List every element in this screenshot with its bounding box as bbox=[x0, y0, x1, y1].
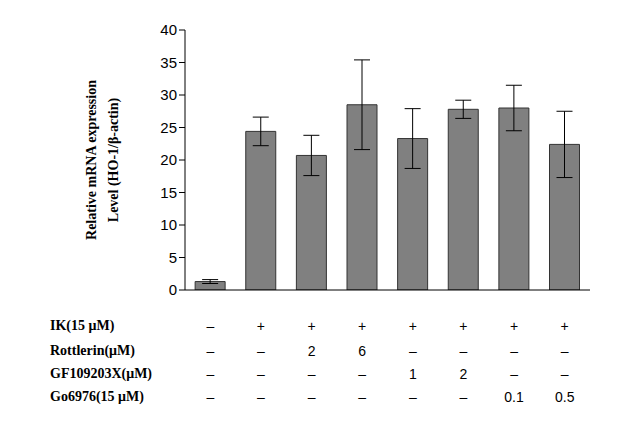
svg-text:20: 20 bbox=[160, 151, 177, 168]
svg-text:IK(15 μM): IK(15 μM) bbox=[50, 318, 115, 334]
svg-text:–: – bbox=[358, 366, 366, 382]
svg-text:+: + bbox=[307, 318, 315, 334]
svg-text:–: – bbox=[460, 343, 468, 359]
svg-text:–: – bbox=[358, 389, 366, 405]
svg-text:–: – bbox=[510, 366, 518, 382]
svg-text:–: – bbox=[510, 343, 518, 359]
svg-text:–: – bbox=[206, 343, 214, 359]
svg-text:Rottlerin(μM): Rottlerin(μM) bbox=[50, 343, 135, 359]
svg-text:Relative mRNA expression: Relative mRNA expression bbox=[84, 80, 99, 240]
svg-text:35: 35 bbox=[160, 54, 177, 71]
svg-text:1: 1 bbox=[409, 366, 417, 382]
svg-text:0.1: 0.1 bbox=[504, 389, 524, 405]
svg-text:–: – bbox=[206, 366, 214, 382]
svg-text:–: – bbox=[561, 366, 569, 382]
svg-text:–: – bbox=[308, 389, 316, 405]
svg-text:2: 2 bbox=[460, 366, 468, 382]
svg-text:GF109203X(μM): GF109203X(μM) bbox=[50, 366, 152, 382]
svg-text:–: – bbox=[308, 366, 316, 382]
svg-text:0.5: 0.5 bbox=[555, 389, 575, 405]
svg-text:30: 30 bbox=[160, 86, 177, 103]
svg-text:+: + bbox=[358, 318, 366, 334]
svg-text:–: – bbox=[561, 343, 569, 359]
svg-text:5: 5 bbox=[169, 249, 177, 266]
svg-text:40: 40 bbox=[160, 21, 177, 38]
svg-text:10: 10 bbox=[160, 216, 177, 233]
svg-text:+: + bbox=[257, 318, 265, 334]
svg-text:–: – bbox=[257, 366, 265, 382]
svg-text:Go6976(15 μM): Go6976(15 μM) bbox=[50, 389, 144, 405]
svg-text:–: – bbox=[409, 389, 417, 405]
svg-text:0: 0 bbox=[169, 281, 177, 298]
svg-text:2: 2 bbox=[308, 343, 316, 359]
svg-text:+: + bbox=[409, 318, 417, 334]
svg-text:–: – bbox=[460, 389, 468, 405]
svg-text:–: – bbox=[257, 389, 265, 405]
svg-text:–: – bbox=[409, 343, 417, 359]
svg-text:–: – bbox=[206, 318, 214, 334]
svg-text:15: 15 bbox=[160, 184, 177, 201]
svg-text:+: + bbox=[561, 318, 569, 334]
svg-text:–: – bbox=[257, 343, 265, 359]
svg-text:25: 25 bbox=[160, 119, 177, 136]
svg-text:Level (HO-1/β-actin): Level (HO-1/β-actin) bbox=[106, 97, 122, 222]
svg-text:+: + bbox=[459, 318, 467, 334]
svg-text:+: + bbox=[510, 318, 518, 334]
svg-text:–: – bbox=[206, 389, 214, 405]
svg-text:6: 6 bbox=[358, 343, 366, 359]
